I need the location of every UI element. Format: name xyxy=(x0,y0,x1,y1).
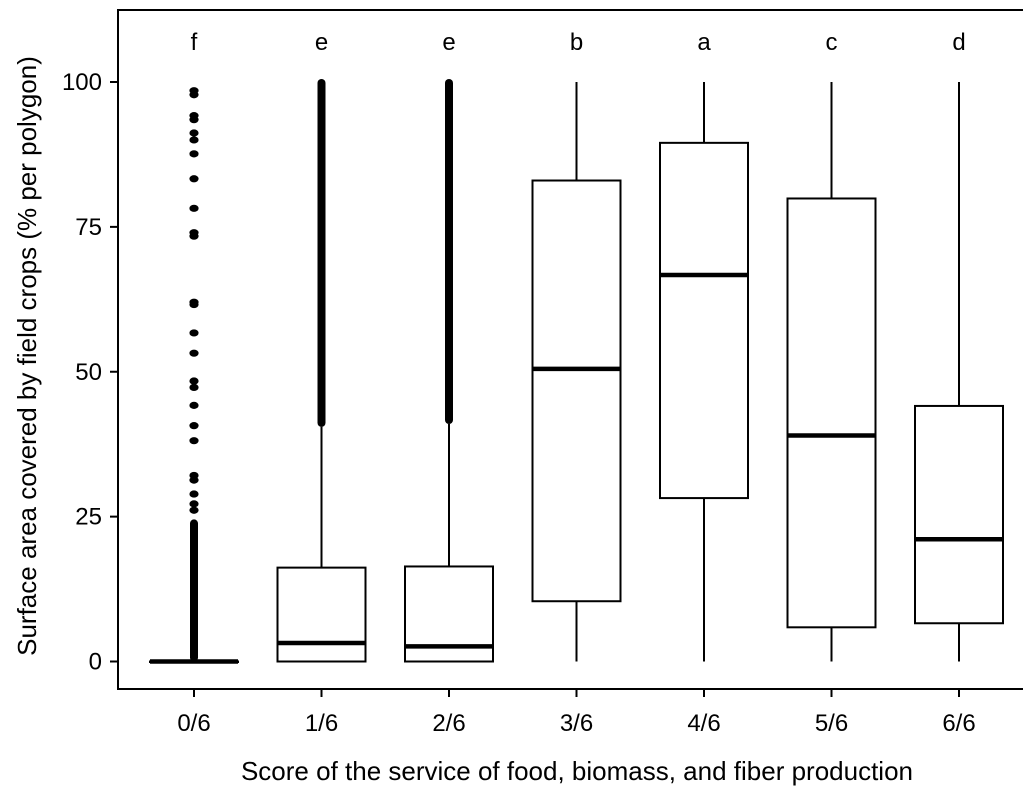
outlier-point xyxy=(189,401,199,409)
x-tick-label: 5/6 xyxy=(815,710,848,737)
outlier-point xyxy=(189,500,199,508)
outlier-point xyxy=(189,232,199,240)
outlier-point xyxy=(189,116,199,124)
outlier-point xyxy=(189,506,199,514)
box-group xyxy=(914,82,1004,662)
group-letter: e xyxy=(442,29,455,56)
box-group xyxy=(531,82,622,662)
y-tick-label: 100 xyxy=(62,69,102,96)
outlier-point xyxy=(189,150,199,158)
y-tick-label: 75 xyxy=(75,214,102,241)
x-tick-label: 0/6 xyxy=(177,710,210,737)
x-tick-label: 2/6 xyxy=(432,710,465,737)
y-axis-title: Surface area covered by field crops (% p… xyxy=(12,56,42,656)
outlier-point xyxy=(189,129,199,137)
box-group xyxy=(659,82,749,662)
outlier-point xyxy=(189,490,199,498)
box-group xyxy=(786,82,877,662)
group-letter: e xyxy=(315,29,328,56)
group-letter: c xyxy=(826,29,838,56)
group-letter: f xyxy=(191,29,198,56)
y-tick-label: 0 xyxy=(89,649,102,676)
iqr-box xyxy=(914,404,1004,625)
outlier-point xyxy=(189,437,199,445)
outlier-point xyxy=(189,91,199,99)
outlier-band xyxy=(317,79,326,427)
x-axis-title: Score of the service of food, biomass, a… xyxy=(241,756,913,786)
outlier-point xyxy=(189,476,199,484)
outlier-point xyxy=(189,204,199,212)
outlier-band xyxy=(190,519,198,662)
outlier-point xyxy=(189,422,199,430)
outlier-point xyxy=(189,300,199,309)
outlier-point xyxy=(189,349,199,357)
plot-frame xyxy=(117,9,1023,690)
x-tick-label: 4/6 xyxy=(687,710,720,737)
outlier-point xyxy=(189,329,199,337)
iqr-box xyxy=(786,197,877,629)
outlier-point xyxy=(189,175,199,183)
outlier-point xyxy=(189,377,199,385)
box-group xyxy=(276,79,367,663)
iqr-box xyxy=(276,566,367,663)
group-letter: d xyxy=(952,29,965,56)
outlier-point xyxy=(189,383,199,391)
y-tick-label: 25 xyxy=(75,504,102,531)
group-letter: b xyxy=(570,29,583,56)
box-group xyxy=(149,87,239,664)
x-tick-label: 1/6 xyxy=(305,710,338,737)
iqr-box xyxy=(659,141,749,500)
outlier-point xyxy=(189,136,199,144)
iqr-box xyxy=(531,179,622,603)
y-tick-label: 50 xyxy=(75,359,102,386)
x-tick-label: 3/6 xyxy=(560,710,593,737)
group-letter: a xyxy=(697,29,711,56)
outlier-band xyxy=(445,79,453,425)
x-tick-label: 6/6 xyxy=(942,710,975,737)
plot-layer: 0 25 50 75 100 0/6 f 1/6 e 2/6 e 3/6 b 4/6 a 5/6 c 6/6 d xyxy=(62,9,1023,737)
box-group xyxy=(404,79,494,663)
